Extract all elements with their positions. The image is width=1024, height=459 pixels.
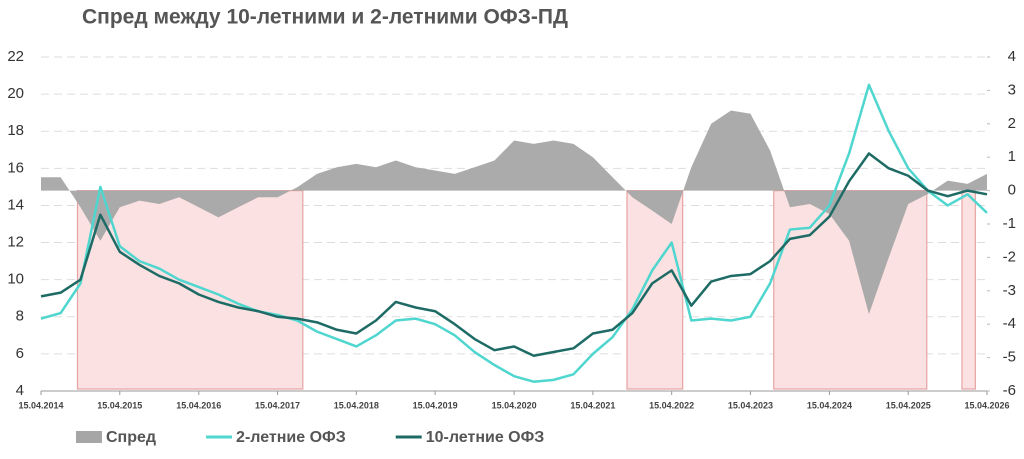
x-tick-label: 15.04.2016 — [176, 400, 221, 410]
y2-tick-label: 2 — [1008, 115, 1016, 132]
x-tick-label: 15.04.2025 — [886, 400, 931, 410]
spread-area — [41, 110, 987, 315]
y-tick-label: 4 — [16, 382, 24, 399]
inversion-region — [961, 190, 976, 390]
y2-tick-label: -1 — [1003, 215, 1016, 232]
x-tick-label: 15.04.2022 — [649, 400, 694, 410]
y2-tick-label: 1 — [1008, 148, 1016, 165]
x-tick-label: 15.04.2014 — [18, 400, 63, 410]
legend-swatch — [76, 431, 102, 443]
x-tick-label: 15.04.2020 — [492, 400, 537, 410]
legend-label: 10-летние ОФЗ — [426, 429, 545, 446]
y-tick-label: 10 — [7, 271, 24, 288]
y2-tick-label: -4 — [1003, 315, 1016, 332]
y2-tick-label: -5 — [1003, 349, 1016, 366]
y-tick-label: 20 — [7, 85, 24, 102]
legend-label: 2-летние ОФЗ — [236, 429, 346, 446]
y-tick-label: 14 — [7, 196, 24, 213]
x-tick-label: 15.04.2026 — [964, 400, 1009, 410]
y-tick-label: 16 — [7, 159, 24, 176]
inversion-region — [626, 190, 684, 390]
series-line — [40, 83, 988, 383]
series-line — [40, 152, 988, 357]
y2-tick-label: 3 — [1008, 81, 1016, 98]
y2-tick-label: -2 — [1003, 248, 1016, 265]
y2-tick-label: -3 — [1003, 282, 1016, 299]
y2-tick-label: -6 — [1003, 382, 1016, 399]
y2-tick-label: 4 — [1008, 48, 1016, 65]
x-tick-label: 15.04.2015 — [97, 400, 142, 410]
x-tick-label: 15.04.2019 — [413, 400, 458, 410]
x-tick-label: 15.04.2021 — [570, 400, 615, 410]
x-tick-label: 15.04.2018 — [334, 400, 379, 410]
y-tick-label: 22 — [7, 48, 24, 65]
y-tick-label: 18 — [7, 122, 24, 139]
x-tick-label: 15.04.2023 — [728, 400, 773, 410]
y-tick-label: 8 — [16, 308, 24, 325]
x-tick-label: 15.04.2024 — [807, 400, 852, 410]
y-tick-label: 6 — [16, 345, 24, 362]
legend-label: Спред — [106, 429, 156, 446]
y2-tick-label: 0 — [1008, 182, 1016, 199]
y-tick-label: 12 — [7, 234, 24, 251]
x-tick-label: 15.04.2017 — [255, 400, 300, 410]
chart-title: Спред между 10-летними и 2-летними ОФЗ-П… — [82, 6, 568, 29]
